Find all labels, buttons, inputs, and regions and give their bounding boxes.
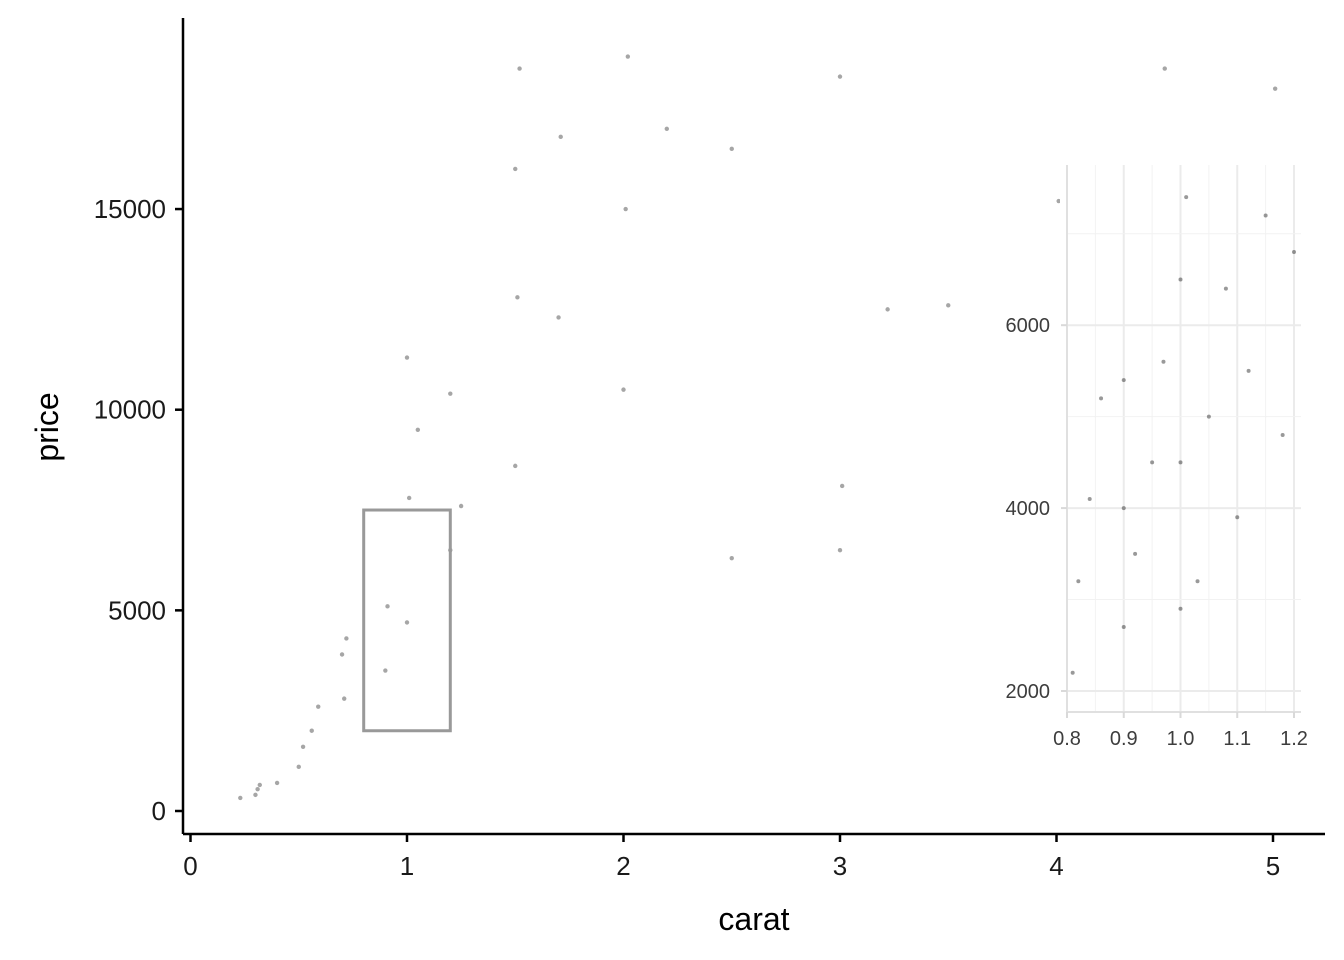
inset-scatter-point <box>1087 496 1092 501</box>
main-scatter-point <box>342 696 347 701</box>
inset-scatter-point <box>1178 277 1183 282</box>
inset-y-ticks: 2000 4000 6000 <box>1006 315 1067 703</box>
main-scatter-point <box>316 704 321 709</box>
inset-scatter-point <box>1121 624 1126 629</box>
main-scatter-point <box>1056 198 1061 204</box>
inset-scatter-point <box>1195 579 1200 584</box>
main-scatter-point <box>238 795 243 801</box>
main-y-ticks: 0 5000 10000 15000 <box>94 194 183 826</box>
main-scatter-point <box>1162 66 1167 71</box>
main-scatter-point <box>621 387 626 392</box>
inset-x-tick-label: 0.8 <box>1053 728 1081 750</box>
main-scatter-point <box>625 54 631 59</box>
main-x-ticks: 0 1 2 3 4 5 <box>183 834 1280 881</box>
main-scatter-point <box>458 503 464 509</box>
main-scatter-point <box>404 355 410 360</box>
main-y-tick-label: 10000 <box>94 395 166 425</box>
inset-points-layer <box>1070 195 1296 675</box>
main-points-layer <box>238 54 1278 801</box>
x-axis-title: carat <box>718 901 789 937</box>
inset-scatter-point <box>1263 213 1268 218</box>
inset-zoom-plot: 0.8 0.9 1.0 1.1 1.2 2000 4000 6000 <box>1006 160 1308 750</box>
inset-y-tick-label: 2000 <box>1006 681 1051 703</box>
inset-scatter-point <box>1206 414 1211 419</box>
main-x-tick-label: 5 <box>1266 851 1280 881</box>
main-scatter-point <box>946 303 951 308</box>
inset-scatter-point <box>1099 396 1104 401</box>
main-scatter-point <box>839 483 845 489</box>
inset-scatter-point <box>1292 250 1296 255</box>
main-scatter-point <box>415 427 421 432</box>
main-scatter-point <box>513 166 518 172</box>
inset-y-tick-label: 4000 <box>1006 498 1051 520</box>
main-x-tick-label: 1 <box>400 851 414 881</box>
inset-scatter-point <box>1235 515 1240 520</box>
main-scatter-point <box>404 620 410 625</box>
inset-scatter-point <box>1178 606 1183 611</box>
main-scatter-point <box>517 66 522 71</box>
main-x-tick-label: 3 <box>833 851 847 881</box>
main-scatter-point <box>729 555 734 561</box>
main-scatter-point <box>837 74 843 79</box>
main-scatter-point <box>885 307 890 312</box>
main-y-tick-label: 15000 <box>94 194 166 224</box>
inset-scatter-point <box>1246 368 1251 373</box>
main-scatter-point <box>558 134 563 140</box>
y-axis-title: price <box>29 392 65 461</box>
inset-scatter-point <box>1178 460 1183 465</box>
main-scatter-point <box>515 295 520 300</box>
main-scatter-point <box>448 391 453 396</box>
inset-x-ticks: 0.8 0.9 1.0 1.1 1.2 <box>1053 712 1308 750</box>
inset-scatter-point <box>1184 195 1189 200</box>
inset-scatter-point <box>1150 460 1155 465</box>
main-scatter-point <box>383 668 388 673</box>
main-scatter-point <box>556 315 561 320</box>
main-scatter-point <box>253 792 258 798</box>
inset-background <box>1060 160 1308 700</box>
main-scatter-point <box>257 782 262 788</box>
inset-scatter-point <box>1121 378 1126 383</box>
main-scatter-point <box>344 636 349 641</box>
main-x-tick-label: 4 <box>1049 851 1063 881</box>
main-scatter-point <box>664 126 669 131</box>
main-scatter-point <box>1272 86 1278 91</box>
main-scatter-point <box>513 463 518 469</box>
main-scatter-point <box>255 786 260 792</box>
inset-scatter-point <box>1076 579 1081 584</box>
main-scatter-point <box>274 780 280 786</box>
main-scatter-point <box>296 764 301 770</box>
inset-scatter-point <box>1223 286 1228 291</box>
inset-scatter-point <box>1161 359 1166 364</box>
inset-scatter-point <box>1133 551 1138 556</box>
inset-scatter-point <box>1070 670 1075 675</box>
inset-region-highlight <box>362 508 452 733</box>
inset-scatter-point <box>1280 432 1285 437</box>
main-scatter-point <box>339 652 345 657</box>
main-scatter-point <box>837 547 843 553</box>
main-y-tick-label: 5000 <box>108 595 166 625</box>
main-scatter-point <box>623 206 628 212</box>
inset-y-tick-label: 6000 <box>1006 315 1051 337</box>
inset-x-tick-label: 1.1 <box>1223 728 1251 750</box>
inset-x-tick-label: 1.2 <box>1280 728 1308 750</box>
main-scatter-point <box>406 495 412 501</box>
main-scatter-point <box>385 604 390 609</box>
main-x-tick-label: 0 <box>183 851 197 881</box>
main-x-tick-label: 2 <box>616 851 630 881</box>
inset-x-tick-label: 1.0 <box>1167 728 1195 750</box>
main-scatter-point <box>300 744 306 749</box>
main-scatter-plot: 0 1 2 3 4 5 0 5000 10000 15000 carat price <box>29 18 1325 937</box>
inset-x-tick-label: 0.9 <box>1110 728 1138 750</box>
main-y-tick-label: 0 <box>152 796 166 826</box>
main-scatter-point <box>309 728 314 733</box>
inset-scatter-point <box>1121 506 1126 511</box>
main-scatter-point <box>729 146 734 152</box>
